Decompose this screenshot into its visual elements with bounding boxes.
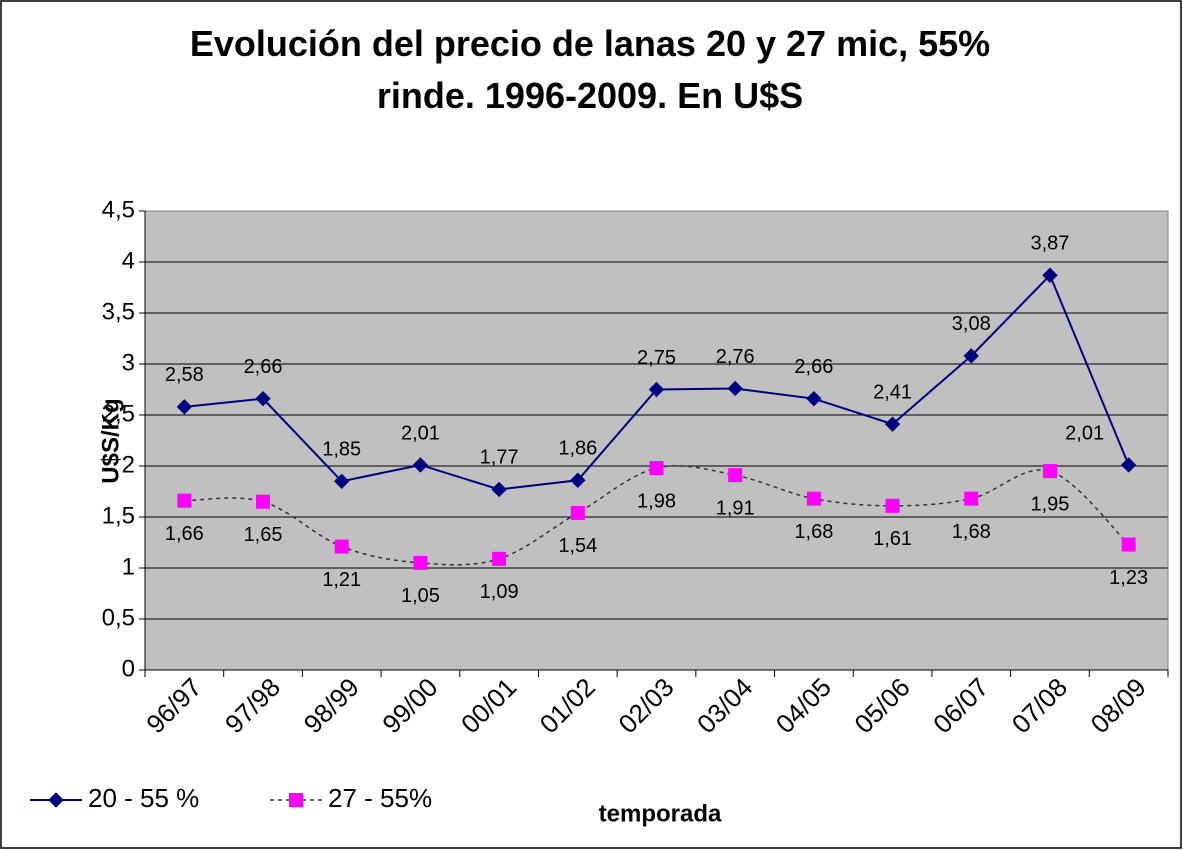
point — [1121, 537, 1136, 552]
data-label: 1,85 — [322, 439, 361, 461]
data-label: 1,86 — [558, 438, 597, 460]
data-label: 1,61 — [873, 528, 912, 550]
point — [177, 493, 192, 508]
point — [255, 390, 271, 407]
data-label: 1,65 — [244, 524, 283, 546]
legend-label: 20 - 55 % — [88, 783, 199, 813]
y-tick-label: 2 — [122, 451, 135, 478]
y-tick-label: 4 — [122, 247, 135, 274]
data-label: 2,66 — [794, 356, 833, 378]
point — [963, 348, 979, 364]
data-label: 2,41 — [873, 381, 912, 403]
data-label: 1,09 — [480, 581, 519, 603]
point — [806, 491, 821, 506]
data-label: 1,68 — [952, 521, 991, 543]
y-tick-label: 1,5 — [102, 502, 135, 529]
point — [885, 498, 900, 513]
data-label: 1,23 — [1109, 567, 1148, 589]
y-tick-label: 3 — [122, 349, 135, 376]
point — [1120, 457, 1137, 473]
data-label: 3,87 — [1030, 233, 1069, 255]
data-label: 1,95 — [1030, 493, 1069, 515]
data-label: 2,76 — [716, 346, 755, 368]
point — [884, 416, 901, 432]
point — [728, 468, 743, 483]
point — [334, 539, 349, 554]
point — [649, 461, 664, 476]
point — [491, 481, 507, 498]
data-label: 1,77 — [480, 447, 519, 469]
point — [1042, 464, 1057, 479]
y-tick-label: 3,5 — [102, 298, 135, 325]
data-label: 1,68 — [794, 521, 833, 543]
point — [412, 457, 429, 473]
x-axis-title: temporada — [599, 800, 722, 827]
y-tick-label: 1 — [122, 553, 135, 580]
data-label: 1,98 — [637, 490, 676, 512]
data-label: 3,08 — [952, 313, 991, 335]
point — [727, 380, 743, 397]
data-label: 2,66 — [244, 356, 283, 378]
data-label: 1,91 — [716, 497, 755, 519]
data-label: 2,01 — [401, 422, 440, 444]
point — [413, 555, 428, 570]
data-label: 1,05 — [401, 585, 440, 607]
legend-marker — [48, 792, 64, 808]
legend-marker — [289, 793, 303, 807]
point — [1042, 267, 1058, 283]
data-label: 2,01 — [1065, 422, 1104, 444]
y-tick-label: 0,5 — [102, 604, 135, 631]
point — [570, 472, 586, 488]
y-axis-title: U$S/Kg — [97, 398, 124, 483]
data-label: 1,54 — [558, 535, 597, 557]
point — [334, 473, 350, 490]
point — [256, 494, 271, 509]
y-tick-label: 4,5 — [102, 196, 135, 223]
legend-label: 27 - 55% — [328, 783, 432, 813]
plot-area — [145, 211, 1168, 670]
data-label: 2,58 — [165, 364, 204, 386]
y-tick-label: 0 — [122, 655, 135, 682]
data-label: 1,21 — [322, 569, 361, 591]
point — [176, 399, 193, 415]
point — [492, 551, 507, 566]
point — [964, 491, 979, 506]
chart-title: Evolución del precio de lanas 20 y 27 mi… — [189, 23, 991, 116]
point — [570, 505, 585, 520]
point — [806, 390, 822, 407]
point — [648, 381, 665, 398]
data-label: 2,75 — [637, 347, 676, 369]
data-label: 1,66 — [165, 523, 204, 545]
y-tick-label: 2,5 — [102, 400, 135, 427]
